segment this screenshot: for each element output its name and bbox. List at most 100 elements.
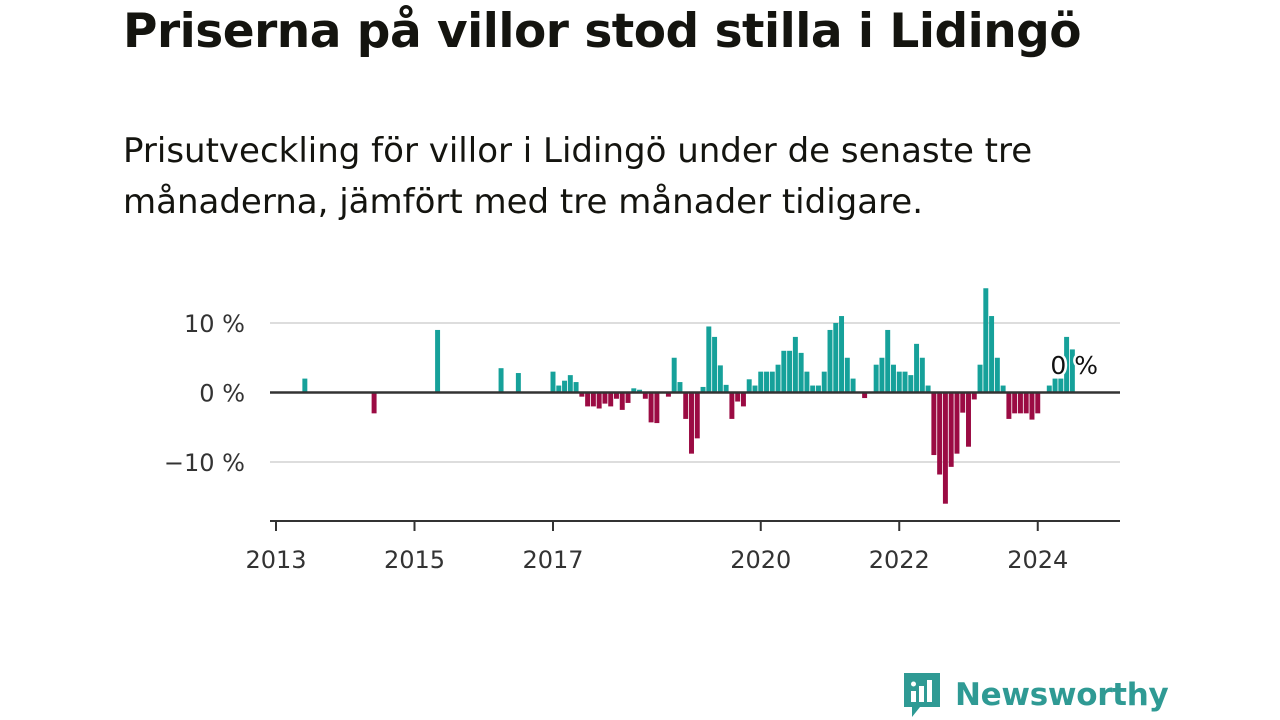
bar (821, 371, 827, 393)
bar (815, 385, 821, 393)
bar (1035, 392, 1041, 414)
axis-labels: 10 % 0 % −10 % 2013 2015 2017 2020 2022 2024 0 % (164, 310, 1101, 574)
bar (729, 392, 735, 419)
bar (590, 392, 596, 407)
bar (879, 357, 885, 393)
bar (954, 392, 960, 454)
bar (787, 350, 793, 393)
bar (717, 365, 723, 393)
bar (775, 364, 781, 393)
bar (902, 371, 908, 393)
bar (862, 392, 868, 399)
bar (839, 316, 845, 393)
bar (689, 392, 694, 454)
bar (994, 357, 1000, 393)
bar (752, 385, 758, 393)
bar (948, 392, 954, 467)
bar (677, 382, 683, 393)
bar-series (302, 288, 1075, 504)
bar (908, 375, 914, 393)
bar (804, 371, 810, 393)
brand-name: Newsworthy (955, 677, 1169, 713)
y-tick-label: 10 % (184, 310, 245, 338)
bar (1017, 392, 1023, 414)
bar-chart: 10 % 0 % −10 % 2013 2015 2017 2020 2022 2024 0 % (164, 288, 1120, 574)
newsworthy-logo: Newsworthy (901, 670, 1169, 720)
bar (556, 385, 562, 393)
bar (1023, 392, 1029, 414)
x-axis (270, 520, 1120, 531)
bar (712, 336, 718, 393)
bar (1046, 385, 1052, 393)
bar (925, 385, 931, 393)
bar (648, 392, 654, 423)
bar (1006, 392, 1012, 419)
y-tick-label: −10 % (164, 449, 245, 477)
bar (1052, 378, 1058, 393)
bar (1012, 392, 1018, 414)
bar (637, 389, 643, 393)
bar (435, 329, 441, 393)
bar (515, 373, 521, 393)
x-tick-label: 2024 (1007, 546, 1068, 574)
bar (983, 288, 989, 393)
newsworthy-logo-icon (904, 673, 940, 717)
bar (1000, 385, 1006, 393)
bar (810, 385, 816, 393)
bar (498, 368, 504, 393)
y-tick-label: 0 % (199, 380, 245, 408)
bar (989, 316, 995, 393)
x-tick-label: 2020 (730, 546, 791, 574)
bar (914, 343, 920, 393)
bar (723, 384, 729, 393)
bar (654, 392, 660, 424)
bar (827, 329, 833, 393)
bar (562, 380, 568, 393)
bar (585, 392, 591, 407)
bar (740, 392, 746, 407)
bar (781, 350, 787, 393)
bar (758, 371, 764, 393)
bar (608, 392, 614, 407)
x-tick-label: 2013 (245, 546, 306, 574)
bar (891, 364, 896, 393)
bar (614, 392, 619, 399)
x-tick-label: 2017 (522, 546, 583, 574)
bar (671, 357, 677, 393)
bar (371, 392, 377, 414)
bar (665, 392, 671, 397)
bar (764, 371, 769, 393)
bar (573, 382, 579, 393)
bar (706, 326, 712, 393)
bar (960, 392, 966, 413)
bar (769, 371, 775, 393)
chart-title: Priserna på villor stod stilla i Lidingö (123, 4, 1082, 59)
bar (302, 378, 308, 393)
bar (642, 392, 648, 399)
bar (1069, 349, 1075, 393)
x-tick-label: 2015 (384, 546, 445, 574)
bar (746, 379, 752, 393)
last-value-label: 0 % (1050, 351, 1098, 380)
bar (602, 392, 608, 404)
gridlines (270, 322, 1120, 463)
bar (567, 375, 573, 393)
bar (619, 392, 625, 410)
bar (735, 392, 741, 402)
bar (942, 392, 948, 504)
bar (971, 392, 977, 400)
bar (873, 364, 879, 393)
bar (885, 329, 891, 393)
bar (850, 378, 856, 393)
bar (792, 336, 798, 393)
bar (833, 323, 839, 393)
bar (937, 392, 943, 475)
bar (625, 392, 631, 403)
bar (919, 357, 925, 393)
bar (896, 371, 902, 393)
bar (966, 392, 971, 447)
bar (1029, 392, 1035, 420)
bar (550, 371, 556, 393)
bar (1064, 336, 1070, 393)
bar (844, 357, 850, 393)
